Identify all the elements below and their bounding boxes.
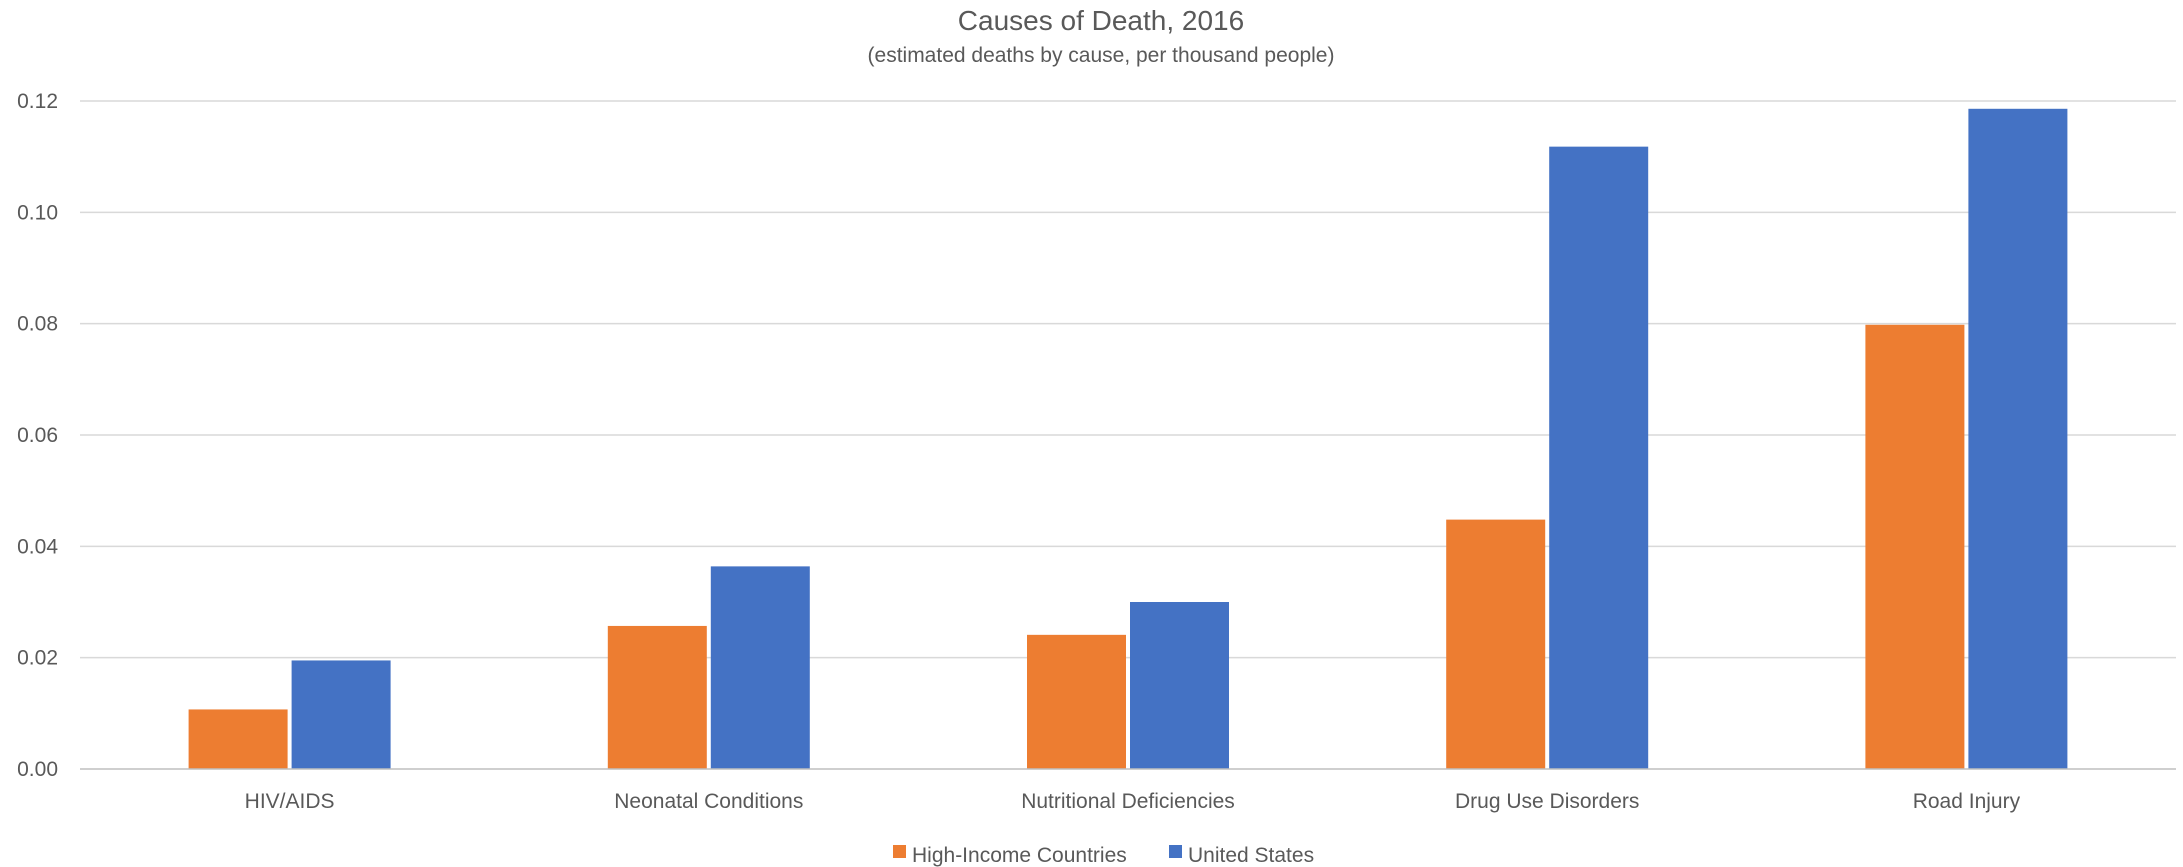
x-category-label: Neonatal Conditions [614, 790, 803, 813]
bar-high-income-countries-3 [1446, 519, 1546, 769]
legend-label: High-Income Countries [912, 844, 1127, 867]
y-tick-label: 0.06 [17, 424, 58, 447]
y-tick-label: 0.02 [17, 647, 58, 670]
bar-united-states-0 [291, 660, 391, 769]
y-tick-label: 0.12 [17, 90, 58, 113]
legend-swatch [893, 845, 906, 858]
gridlines [80, 100, 2176, 659]
y-tick-label: 0.04 [17, 535, 58, 558]
bar-high-income-countries-1 [607, 625, 707, 769]
bars [188, 108, 2068, 769]
bar-united-states-2 [1130, 602, 1229, 769]
bar-united-states-1 [710, 566, 810, 769]
y-tick-label: 0.10 [17, 201, 58, 224]
chart-subtitle: (estimated deaths by cause, per thousand… [868, 44, 1335, 67]
bar-high-income-countries-4 [1865, 324, 1965, 769]
x-axis-categories: HIV/AIDS Neonatal Conditions Nutritional D… [245, 790, 2021, 813]
x-category-label: Drug Use Disorders [1455, 790, 1639, 813]
bar-high-income-countries-0 [188, 709, 288, 769]
bar-high-income-countries-2 [1027, 634, 1126, 769]
chart-title: Causes of Death, 2016 [958, 5, 1244, 36]
y-tick-label: 0.00 [17, 758, 58, 781]
bar-united-states-3 [1549, 146, 1649, 769]
y-tick-label: 0.08 [17, 313, 58, 336]
y-axis-ticks: 0.00 0.02 0.04 0.06 0.08 0.10 0.12 [17, 90, 58, 781]
legend: High-Income Countries United States [893, 844, 1314, 867]
x-category-label: HIV/AIDS [245, 790, 335, 813]
legend-label: United States [1188, 844, 1314, 867]
x-category-label: Road Injury [1913, 790, 2021, 813]
bar-united-states-4 [1968, 108, 2068, 769]
legend-swatch [1169, 845, 1182, 858]
x-category-label: Nutritional Deficiencies [1021, 790, 1235, 813]
